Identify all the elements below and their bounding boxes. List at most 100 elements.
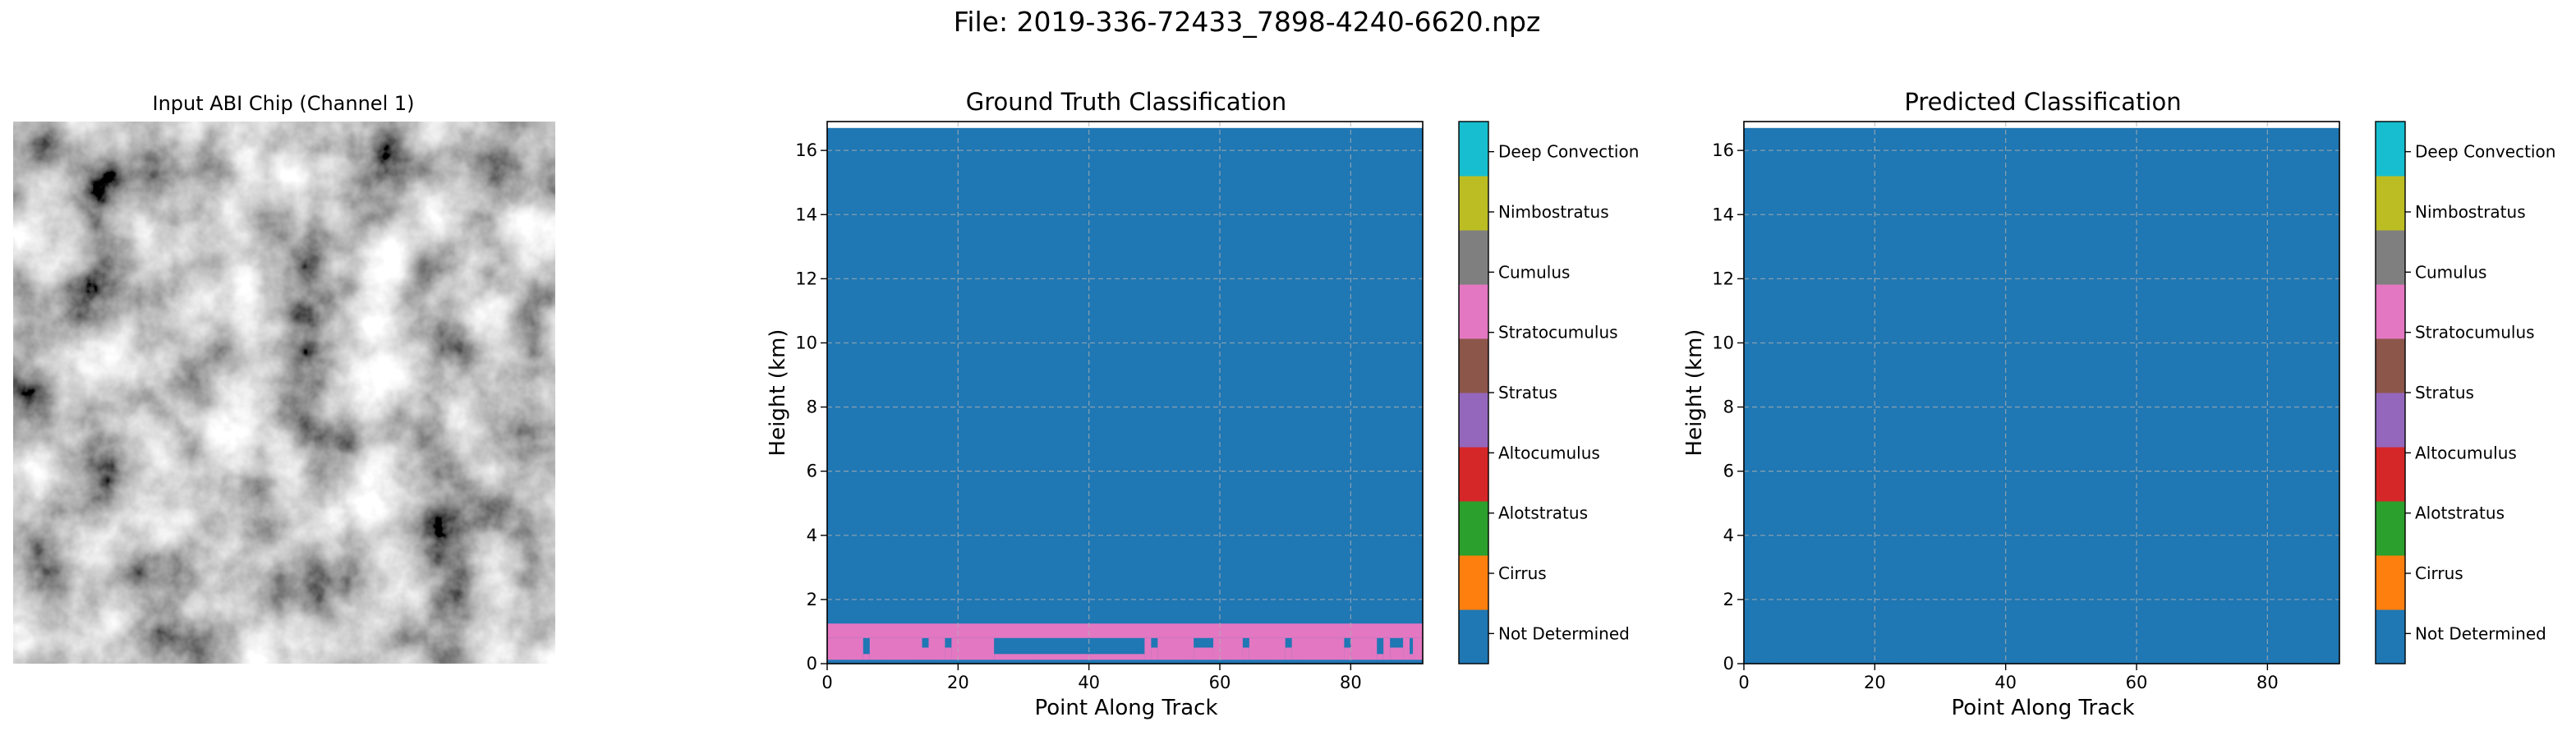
ground-truth-xlabel: Point Along Track — [1034, 696, 1217, 720]
cloud-class-cell — [1194, 647, 1214, 660]
y-tick-label: 6 — [1723, 462, 1734, 481]
colorbar-segment — [1459, 338, 1488, 393]
predicted-xlabel: Point Along Track — [1951, 696, 2134, 720]
colorbar-segment — [1459, 501, 1488, 556]
colorbar-segment — [2376, 284, 2405, 339]
y-tick-label: 16 — [795, 140, 817, 160]
colorbar-label: Stratocumulus — [1498, 323, 1618, 343]
cloud-class-cell — [1144, 637, 1152, 660]
colorbar-segment — [2376, 555, 2405, 610]
colorbar-label: Alotstratus — [1498, 503, 1588, 523]
colorbar-label: Stratus — [2415, 383, 2474, 402]
cloud-class-cell — [1350, 637, 1378, 660]
colorbar-segment — [1459, 230, 1488, 285]
cloud-class-cell — [1242, 647, 1249, 660]
cloud-class-cell — [994, 654, 1145, 660]
colorbar-label: Deep Convection — [2415, 142, 2555, 162]
predicted-title: Predicted Classification — [1904, 88, 2181, 116]
cloud-class-cell — [1383, 637, 1391, 660]
x-tick-label: 40 — [1994, 673, 2017, 692]
x-tick-label: 80 — [2256, 673, 2279, 692]
cloud-class-cell — [928, 637, 945, 660]
y-tick-label: 0 — [1723, 654, 1734, 674]
cloud-class-cell — [1403, 637, 1410, 660]
cloud-class-cell — [827, 637, 863, 660]
y-tick-label: 0 — [807, 654, 817, 674]
colorbar-segment — [1459, 176, 1488, 231]
colorbar-segment — [2376, 393, 2405, 448]
colorbar-label: Stratus — [1498, 383, 1557, 402]
colorbar-label: Not Determined — [1498, 623, 1630, 643]
y-tick-label: 14 — [1712, 205, 1734, 224]
cloud-class-cell — [1390, 647, 1404, 660]
axes-frame — [1743, 121, 2340, 664]
cloud-class-cell — [951, 637, 995, 660]
colorbar-label: Cumulus — [2415, 262, 2486, 282]
colorbar-label: Cumulus — [1498, 262, 1570, 282]
ground-truth-plot: 0 20 40 60 80 0 2 4 6 8 10 12 14 16 — [795, 121, 1424, 692]
y-tick-label: 10 — [1712, 333, 1734, 352]
cloud-class-cell — [1344, 647, 1351, 660]
y-tick-label: 12 — [795, 269, 817, 288]
cloud-class-cell — [1377, 654, 1384, 660]
colorbar-segment — [2376, 230, 2405, 285]
x-tick-label: 60 — [2126, 673, 2148, 692]
y-tick-label: 10 — [795, 333, 817, 352]
figure-title: File: 2019-336-72433_7898-4240-6620.npz — [954, 6, 1541, 38]
x-tick-label: 40 — [1078, 673, 1100, 692]
colorbar-segment — [1459, 393, 1488, 448]
colorbar-label: Not Determined — [2415, 623, 2546, 643]
colorbar-segment — [1459, 122, 1488, 177]
colorbar-segment — [2376, 338, 2405, 393]
image-panel-title: Input ABI Chip (Channel 1) — [152, 92, 414, 115]
colorbar-label: Nimbostratus — [1498, 202, 1609, 222]
axes-frame — [826, 121, 1424, 664]
colorbar-segment — [2376, 501, 2405, 556]
cloud-class-cell — [1249, 637, 1286, 660]
x-tick-label: 60 — [1209, 673, 1231, 692]
y-tick-label: 4 — [1723, 526, 1734, 545]
colorbar-label: Deep Convection — [1498, 142, 1639, 162]
y-tick-label: 8 — [807, 398, 817, 417]
x-tick-label: 20 — [1864, 673, 1886, 692]
colorbar-segment — [2376, 176, 2405, 231]
cloud-class-cell — [827, 623, 1423, 638]
cloud-class-cell — [1285, 647, 1292, 660]
cloud-class-cell — [945, 647, 952, 660]
colorbar-segment — [1459, 447, 1488, 502]
x-tick-label: 20 — [947, 673, 969, 692]
y-tick-label: 2 — [807, 590, 817, 609]
x-tick-label: 0 — [1738, 673, 1749, 692]
cloud-class-cell — [1213, 637, 1243, 660]
ground-truth-ylabel: Height (km) — [766, 329, 790, 457]
cloud-class-cell — [862, 654, 870, 660]
cloud-class-cell — [1291, 637, 1345, 660]
colorbar-segment — [1459, 284, 1488, 339]
y-tick-label: 8 — [1723, 398, 1734, 417]
predicted-colorbar: Not Determined Cirrus Alotstratus Altocumul… — [2375, 121, 2555, 664]
colorbar-label: Stratocumulus — [2415, 323, 2535, 343]
colorbar-segment — [2376, 122, 2405, 177]
image-panel: Input ABI Chip (Channel 1) — [13, 92, 555, 664]
y-tick-label: 2 — [1723, 590, 1734, 609]
colorbar-label: Cirrus — [1498, 563, 1547, 583]
y-tick-label: 6 — [807, 462, 817, 481]
ground-truth-panel: Ground Truth Classification 0 20 40 60 80 0 2 4… — [766, 88, 1639, 720]
cloud-class-cell — [1157, 637, 1194, 660]
colorbar-label: Cirrus — [2415, 563, 2463, 583]
ground-truth-title: Ground Truth Classification — [966, 88, 1287, 116]
y-tick-label: 14 — [795, 205, 817, 224]
colorbar-segment — [2376, 609, 2405, 664]
colorbar-label: Nimbostratus — [2415, 202, 2526, 222]
x-tick-label: 0 — [821, 673, 832, 692]
y-tick-label: 16 — [1712, 140, 1734, 160]
predicted-ylabel: Height (km) — [1682, 329, 1707, 457]
predicted-plot: 0 20 40 60 80 0 2 4 6 8 10 12 14 16 — [1712, 121, 2340, 692]
cloud-class-cell — [1151, 647, 1158, 660]
class-field-background — [827, 127, 1423, 664]
predicted-panel: Predicted Classification 0 20 40 60 80 0 2 4 6 8 1… — [1682, 88, 2555, 720]
colorbar-label: Altocumulus — [2415, 443, 2517, 462]
class-field-background — [1744, 127, 2339, 664]
y-tick-label: 4 — [807, 526, 817, 545]
